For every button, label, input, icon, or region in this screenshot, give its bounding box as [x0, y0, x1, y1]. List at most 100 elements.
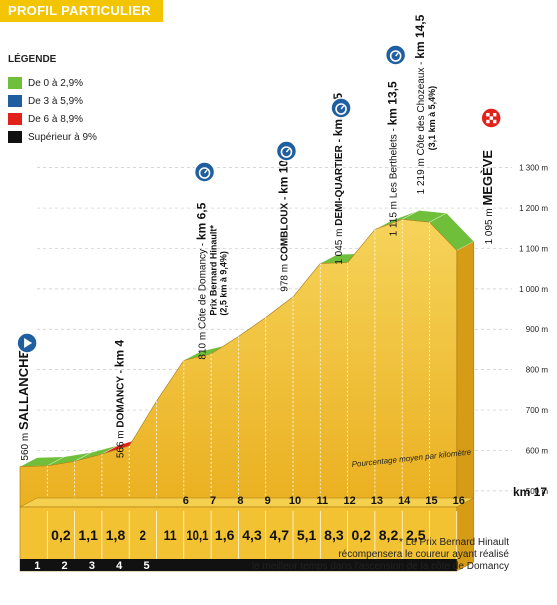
y-tick-label: 1 300 m	[519, 164, 548, 173]
footnote-line: * Le Prix Bernard Hinault	[398, 537, 509, 548]
km-gradient-value: 2,5	[406, 527, 426, 543]
waypoint: 1 045 m DEMI-QUARTIER - km 11,5	[330, 93, 352, 265]
km-number: 9	[265, 495, 271, 507]
km-gradient-value: 4,7	[270, 527, 290, 543]
km-number: 15	[425, 495, 437, 507]
start-arrow-shape	[24, 338, 33, 348]
legend-item-0-3: De 0 à 2,9%	[8, 74, 97, 92]
waypoint-label: 1 115 m Les Berthelets - km 13,5	[386, 81, 400, 236]
km-gradient-value: 2	[140, 527, 147, 543]
km-gradient-value: 1,1	[78, 527, 98, 543]
x-end-label: km 17	[513, 485, 547, 499]
legend-label: Supérieur à 9%	[28, 131, 97, 143]
legend-item-3-6: De 3 à 5,9%	[8, 92, 97, 110]
finish-flag-check	[486, 119, 490, 124]
waypoint-km: km 4	[113, 340, 127, 368]
legend-label: De 0 à 2,9%	[28, 77, 84, 89]
legend-item-9-plus: Supérieur à 9%	[8, 128, 97, 146]
legend-swatch-green	[8, 77, 22, 89]
stopwatch-dial	[335, 103, 347, 115]
finish-flag-check	[486, 113, 490, 117]
y-tick-label: 600 m	[526, 446, 549, 455]
waypoint-name: DOMANCY -	[116, 367, 127, 427]
finish-flag-check	[489, 116, 493, 120]
km-number: 10	[289, 495, 301, 507]
waypoint: 978 m COMBLOUX - km 10	[275, 140, 298, 292]
finish-flag-check	[493, 113, 497, 117]
km-gradient-value: 0,2	[51, 527, 71, 543]
stopwatch-hand	[204, 169, 208, 174]
km-number: 13	[371, 495, 383, 507]
legend-swatch-blue	[8, 95, 22, 107]
waypoint-altitude: 1 095 m	[484, 206, 495, 245]
km-numbers: 1 2 3 4 56 7 8 9 10 11 12 13 14 15 16	[34, 495, 465, 572]
legend-label: De 6 à 8,9%	[28, 113, 84, 125]
legend-item-6-9: De 6 à 8,9%	[8, 110, 97, 128]
legend-swatch-red	[8, 113, 22, 125]
waypoint-name: Côte de Domancy -	[198, 240, 209, 329]
waypoints: 560 m SALLANCHES 566 m DOMANCY - km 4 810 …	[16, 14, 502, 461]
finish-flag-check	[493, 119, 497, 124]
profile-side-face	[456, 240, 475, 508]
stopwatch-hand	[340, 105, 345, 110]
waypoint-label: 560 m SALLANCHES	[16, 341, 31, 461]
y-tick-label: 900 m	[526, 325, 549, 334]
km-number: 8	[237, 495, 243, 507]
waypoint-km: km 10	[276, 160, 290, 194]
waypoint-name: Côte des Chozeaux -	[416, 59, 427, 156]
footnote-line: récompensera le coureur ayant réalisé	[338, 549, 509, 560]
waypoint: 560 m SALLANCHES	[16, 332, 38, 461]
waypoint-km: km 13,5	[386, 81, 400, 125]
km-gradient-value: 8,2	[379, 527, 399, 543]
waypoint-km: km 14,5	[413, 14, 427, 58]
stopwatch-dial	[280, 146, 293, 158]
km-number: 11	[316, 495, 328, 507]
waypoint-note: Prix Bernard Hinault*	[209, 225, 219, 316]
waypoint-altitude: 1 045 m	[334, 226, 345, 265]
km-number: 12	[343, 495, 355, 507]
km-gradient-value: 1,6	[215, 527, 235, 543]
km-number: 16	[453, 495, 465, 507]
km-gradient-value: 5,1	[297, 527, 317, 543]
km-gradient-value: 8,3	[324, 527, 344, 543]
waypoint-label: 1 095 m MEGÈVE	[480, 150, 495, 245]
waypoint-altitude: 1 219 m	[416, 155, 427, 194]
banner-title: PROFIL PARTICULIER	[0, 0, 163, 22]
km-number: 1	[34, 560, 40, 572]
y-tick-label: 1 100 m	[519, 244, 548, 253]
stopwatch-hand	[395, 52, 399, 57]
y-tick-label: 700 m	[526, 406, 549, 415]
km-gradient-value: 1,8	[106, 527, 126, 543]
waypoint-label: 1 219 m Côte des Chozeaux - km 14,5	[413, 14, 427, 194]
km-number: 2	[62, 560, 68, 572]
km-strip	[20, 559, 457, 571]
y-tick-label: 800 m	[526, 366, 549, 375]
waypoint-label: 810 m Côte de Domancy - km 6,5	[195, 202, 209, 359]
base-dividers	[46, 511, 458, 559]
km-number: 3	[89, 560, 95, 572]
waypoint-altitude: 810 m	[198, 329, 209, 360]
waypoint-altitude: 978 m	[279, 261, 290, 292]
y-tick-label: 500 m	[526, 487, 549, 496]
km-number: 6	[183, 495, 189, 507]
legend-swatch-black	[8, 131, 22, 143]
waypoint-altitude: 566 m	[116, 428, 127, 459]
footnote-line: le meilleur temps dans l'ascension de la…	[251, 561, 509, 572]
waypoint: 1 219 m Côte des Chozeaux - km 14,5(3,1 …	[413, 14, 437, 194]
km-number: 14	[398, 495, 411, 507]
stopwatch-hand	[285, 148, 290, 153]
km-gradient-value: 0,2	[351, 527, 371, 543]
stopwatch-dial	[389, 50, 402, 62]
waypoint-name: DEMI-QUARTIER -	[334, 136, 345, 225]
km-number: 5	[143, 560, 149, 572]
waypoint-altitude: 560 m	[20, 430, 31, 461]
legend-label: De 3 à 5,9%	[28, 95, 84, 107]
waypoint-altitude: 1 115 m	[389, 198, 400, 236]
y-tick-label: 1 000 m	[519, 285, 548, 294]
waypoint-note: (3,1 km à 5,4%)	[427, 86, 437, 151]
km-gradient-value: 11	[164, 527, 177, 543]
waypoint: 1 115 m Les Berthelets - km 13,5	[384, 44, 407, 236]
